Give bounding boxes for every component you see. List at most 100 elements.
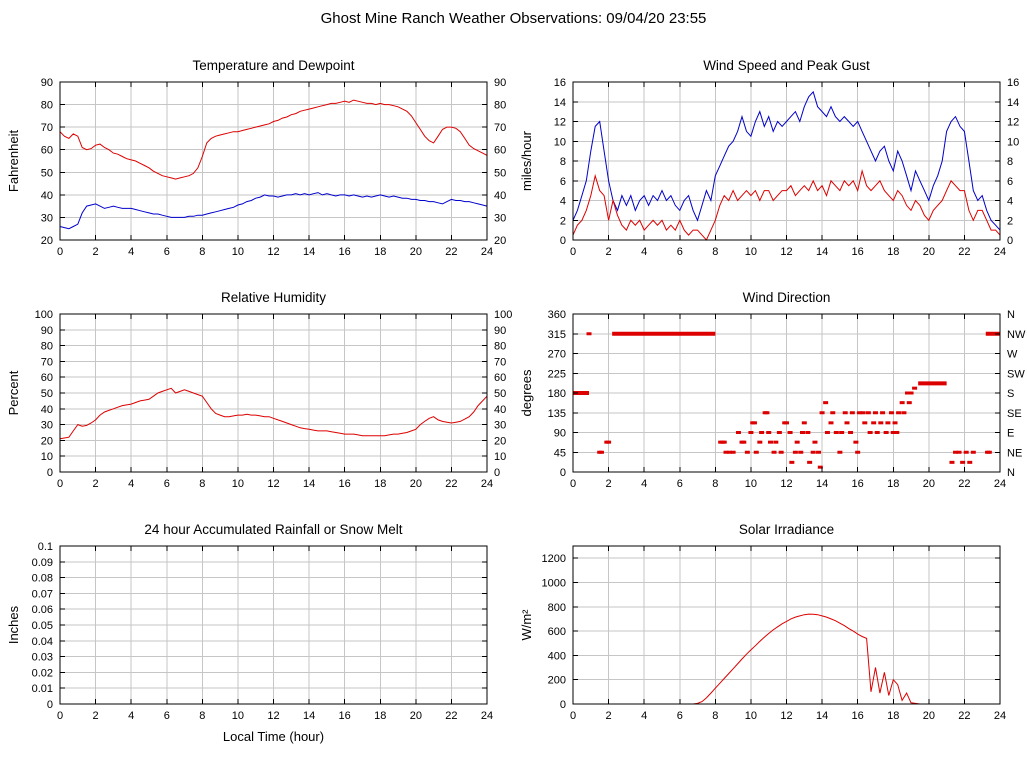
chart-accumulated-rainfall: 0 2 4 6 8 10 12 14 16 18 20 22 24 0 0.01 0.02 0.03 0.04 0.… <box>0 514 513 746</box>
svg-text:8: 8 <box>199 246 205 258</box>
svg-text:16: 16 <box>1007 77 1019 89</box>
svg-text:12: 12 <box>780 246 792 258</box>
svg-text:90: 90 <box>554 428 566 440</box>
svg-text:24: 24 <box>994 710 1006 722</box>
svg-text:0: 0 <box>570 246 576 258</box>
svg-text:20: 20 <box>923 710 935 722</box>
svg-text:90: 90 <box>41 325 53 337</box>
svg-text:SE: SE <box>1007 408 1022 420</box>
svg-text:12: 12 <box>780 710 792 722</box>
svg-text:16: 16 <box>554 77 566 89</box>
svg-text:800: 800 <box>548 602 566 614</box>
svg-text:4: 4 <box>641 246 647 258</box>
svg-text:70: 70 <box>494 122 506 134</box>
svg-text:12: 12 <box>267 246 279 258</box>
chart-relative-humidity: 0 2 4 6 8 10 12 14 16 18 20 22 24 0 0 10 10 20 20 30 30 40 40 5… <box>0 282 513 514</box>
svg-text:315: 315 <box>548 329 566 341</box>
svg-text:20: 20 <box>410 710 422 722</box>
svg-text:22: 22 <box>445 710 457 722</box>
svg-text:8: 8 <box>199 478 205 490</box>
svg-text:90: 90 <box>494 325 506 337</box>
svg-text:135: 135 <box>548 408 566 420</box>
svg-text:50: 50 <box>494 167 506 179</box>
svg-text:S: S <box>1007 388 1014 400</box>
svg-text:8: 8 <box>712 478 718 490</box>
svg-text:400: 400 <box>548 650 566 662</box>
svg-text:degrees: degrees <box>519 369 534 416</box>
svg-text:12: 12 <box>267 710 279 722</box>
svg-text:0: 0 <box>494 467 500 479</box>
svg-text:NE: NE <box>1007 447 1022 459</box>
svg-text:10: 10 <box>232 710 244 722</box>
svg-text:18: 18 <box>374 478 386 490</box>
svg-text:180: 180 <box>548 388 566 400</box>
svg-text:14: 14 <box>816 246 828 258</box>
svg-text:40: 40 <box>494 404 506 416</box>
svg-text:Wind Speed and Peak Gust: Wind Speed and Peak Gust <box>703 58 870 73</box>
svg-text:30: 30 <box>41 212 53 224</box>
svg-text:40: 40 <box>41 190 53 202</box>
svg-text:18: 18 <box>374 710 386 722</box>
svg-text:20: 20 <box>494 435 506 447</box>
chart-temperature-dewpoint: 0 2 4 6 8 10 12 14 16 18 20 22 24 20 20 30 30 40 40 50 50 60 6… <box>0 50 513 282</box>
svg-text:14: 14 <box>816 478 828 490</box>
svg-text:N: N <box>1007 467 1015 479</box>
svg-text:80: 80 <box>41 341 53 353</box>
svg-text:0.07: 0.07 <box>32 588 53 600</box>
svg-text:2: 2 <box>1007 215 1013 227</box>
solar-irradiance-plot: 0 2 4 6 8 10 12 14 16 18 20 22 240200400600800100012… <box>519 522 1006 722</box>
svg-text:16: 16 <box>339 246 351 258</box>
svg-text:16: 16 <box>339 710 351 722</box>
svg-text:70: 70 <box>41 122 53 134</box>
svg-text:70: 70 <box>494 356 506 368</box>
svg-text:8: 8 <box>712 710 718 722</box>
svg-text:30: 30 <box>41 420 53 432</box>
svg-text:14: 14 <box>816 710 828 722</box>
svg-text:12: 12 <box>1007 117 1019 129</box>
svg-text:10: 10 <box>745 710 757 722</box>
svg-text:30: 30 <box>494 420 506 432</box>
svg-text:100: 100 <box>494 309 512 321</box>
svg-text:270: 270 <box>548 349 566 361</box>
svg-text:12: 12 <box>554 117 566 129</box>
svg-text:Solar Irradiance: Solar Irradiance <box>739 522 834 537</box>
svg-text:18: 18 <box>887 710 899 722</box>
svg-text:80: 80 <box>494 341 506 353</box>
svg-text:60: 60 <box>494 372 506 384</box>
svg-text:20: 20 <box>923 478 935 490</box>
svg-text:18: 18 <box>374 246 386 258</box>
svg-text:14: 14 <box>554 97 566 109</box>
svg-text:22: 22 <box>445 246 457 258</box>
svg-text:0.08: 0.08 <box>32 573 53 585</box>
svg-text:45: 45 <box>554 447 566 459</box>
svg-text:0: 0 <box>570 478 576 490</box>
svg-text:4: 4 <box>128 246 134 258</box>
svg-text:8: 8 <box>1007 156 1013 168</box>
svg-text:2: 2 <box>93 246 99 258</box>
svg-text:8: 8 <box>712 246 718 258</box>
chart-wind-speed-gust: 0 2 4 6 8 10 12 14 16 18 20 22 24 0 0 2 2 4 4 6 6 8 8 10 10 12 12 1… <box>513 50 1027 282</box>
svg-text:24: 24 <box>481 478 493 490</box>
svg-text:Percent: Percent <box>6 370 21 415</box>
svg-text:E: E <box>1007 428 1014 440</box>
svg-text:18: 18 <box>887 478 899 490</box>
svg-text:18: 18 <box>887 246 899 258</box>
svg-text:40: 40 <box>41 404 53 416</box>
svg-text:90: 90 <box>41 77 53 89</box>
svg-text:22: 22 <box>958 478 970 490</box>
svg-text:2: 2 <box>606 246 612 258</box>
svg-text:Inches: Inches <box>6 605 21 644</box>
svg-text:4: 4 <box>641 478 647 490</box>
svg-text:80: 80 <box>41 100 53 112</box>
svg-text:4: 4 <box>128 710 134 722</box>
page-title: Ghost Mine Ranch Weather Observations: 0… <box>320 10 707 27</box>
svg-text:50: 50 <box>41 167 53 179</box>
svg-text:14: 14 <box>303 710 315 722</box>
svg-text:6: 6 <box>677 710 683 722</box>
svg-text:4: 4 <box>641 710 647 722</box>
svg-text:6: 6 <box>164 246 170 258</box>
svg-text:10: 10 <box>1007 136 1019 148</box>
